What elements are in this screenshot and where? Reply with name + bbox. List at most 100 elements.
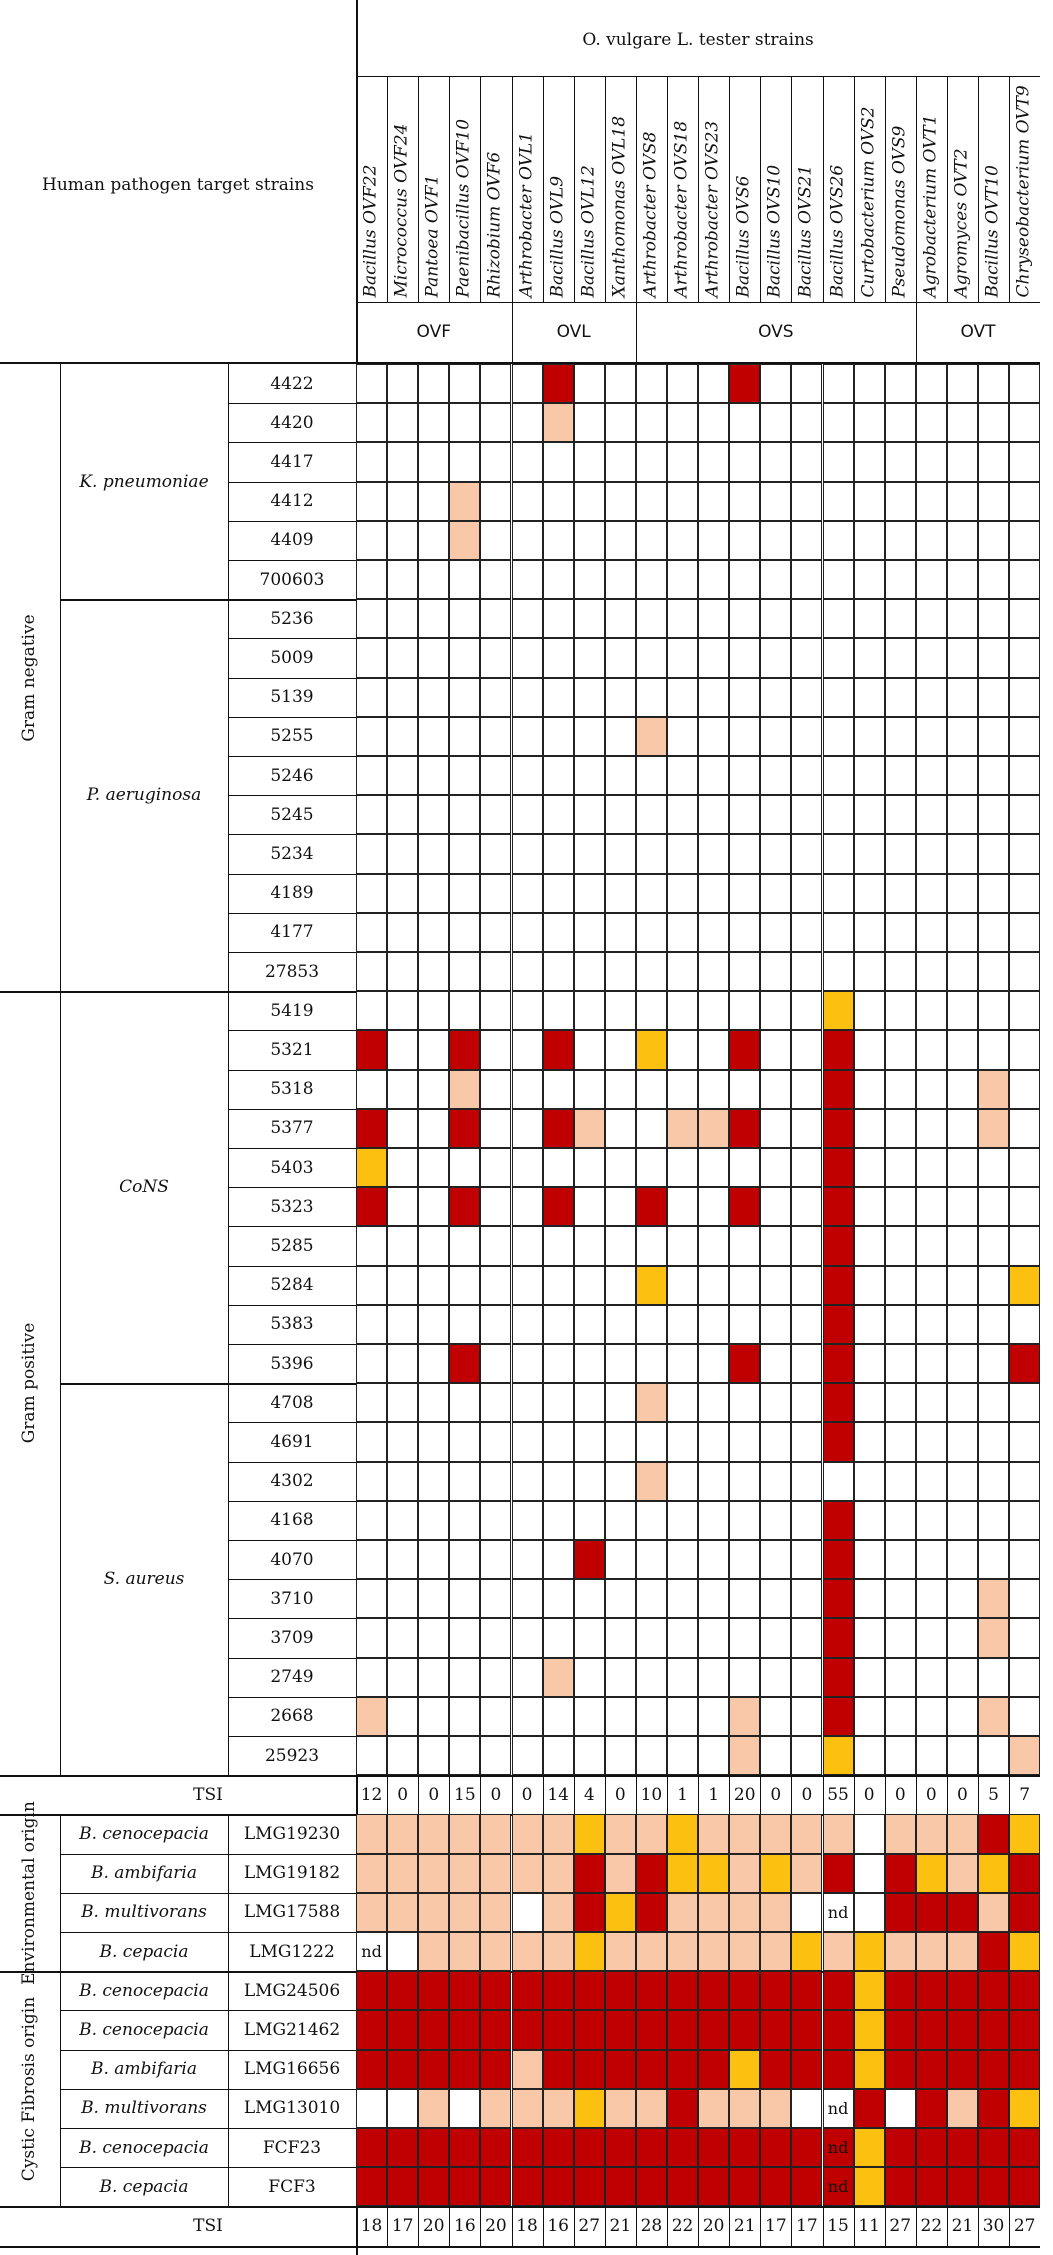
heatmap-cell xyxy=(915,756,947,796)
column-divider xyxy=(635,76,637,302)
tsi-divider xyxy=(387,2206,389,2246)
heatmap-cell xyxy=(1009,795,1041,835)
heatmap-cell xyxy=(791,1383,823,1423)
heatmap-cell xyxy=(573,2088,605,2128)
species-label: B. cepacia xyxy=(99,2176,189,2197)
heatmap-cell xyxy=(915,1932,947,1972)
heatmap-cell xyxy=(698,1932,730,1972)
heatmap-cell xyxy=(635,1657,667,1697)
heatmap-cell xyxy=(791,1657,823,1697)
heatmap-cell xyxy=(387,795,419,835)
heatmap-cell xyxy=(1009,1618,1041,1658)
heatmap-cell xyxy=(853,756,885,796)
heatmap-cell xyxy=(635,1540,667,1580)
heatmap-cell xyxy=(542,1814,574,1854)
heatmap-cell xyxy=(853,1892,885,1932)
column-divider xyxy=(978,76,979,302)
heatmap-cell xyxy=(698,952,730,992)
heatmap-cell xyxy=(946,873,978,913)
heatmap-cell xyxy=(667,1030,699,1070)
heatmap-cell xyxy=(791,912,823,952)
heatmap-cell xyxy=(791,991,823,1031)
heatmap-cell xyxy=(822,1579,854,1619)
heatmap-cell xyxy=(604,795,636,835)
heatmap-cell xyxy=(822,716,854,756)
heatmap-cell xyxy=(853,1579,885,1619)
heatmap-cell xyxy=(635,795,667,835)
heatmap-cell xyxy=(760,1579,792,1619)
heatmap-cell xyxy=(729,560,761,600)
heatmap-cell xyxy=(635,1618,667,1658)
species-label: S. aureus xyxy=(103,1569,185,1590)
heatmap-cell xyxy=(667,1736,699,1776)
heatmap-cell xyxy=(635,403,667,443)
heatmap-cell xyxy=(915,1657,947,1697)
heatmap-cell xyxy=(667,1461,699,1501)
heatmap-cell xyxy=(418,2049,450,2089)
heatmap-cell xyxy=(698,1540,730,1580)
heatmap-cell xyxy=(604,1187,636,1227)
heatmap-cell xyxy=(946,599,978,639)
heatmap-cell xyxy=(542,1461,574,1501)
heatmap-cell xyxy=(667,1500,699,1540)
heatmap-cell xyxy=(698,1187,730,1227)
row-rule xyxy=(60,1892,356,1894)
heatmap-cell xyxy=(978,1736,1010,1776)
heatmap-cell xyxy=(542,2088,574,2128)
heatmap-cell xyxy=(511,1383,543,1423)
heatmap-cell xyxy=(791,1540,823,1580)
heatmap-cell xyxy=(978,2088,1010,2128)
heatmap-cell xyxy=(387,1030,419,1070)
tsi-divider xyxy=(480,1775,482,1815)
heatmap-cell xyxy=(449,1226,481,1266)
heatmap-cell xyxy=(573,638,605,678)
heatmap-cell xyxy=(667,1814,699,1854)
heatmap-cell xyxy=(729,364,761,404)
heatmap-cell xyxy=(1009,560,1041,600)
heatmap-cell xyxy=(915,1892,947,1932)
heatmap-cell xyxy=(946,403,978,443)
column-divider xyxy=(791,76,793,302)
heatmap-cell xyxy=(853,1226,885,1266)
heatmap-cell xyxy=(946,1540,978,1580)
heatmap-cell xyxy=(604,364,636,404)
heatmap-cell xyxy=(480,1226,512,1266)
heatmap-cell xyxy=(542,2049,574,2089)
heatmap-cell xyxy=(604,638,636,678)
heatmap-cell xyxy=(1009,1069,1041,1109)
heatmap-cell xyxy=(822,1696,854,1736)
heatmap-cell xyxy=(853,677,885,717)
heatmap-cell xyxy=(884,795,916,835)
tsi-value: 27 xyxy=(1013,2215,1036,2236)
heatmap-cell xyxy=(791,2128,823,2168)
heatmap-cell xyxy=(387,1500,419,1540)
heatmap-cell xyxy=(418,1383,450,1423)
heatmap-cell xyxy=(667,1265,699,1305)
heatmap-cell xyxy=(760,952,792,992)
heatmap-cell xyxy=(480,1344,512,1384)
heatmap-cell xyxy=(698,1148,730,1188)
heatmap-cell xyxy=(449,2010,481,2050)
heatmap-cell xyxy=(946,1853,978,1893)
heatmap-cell xyxy=(418,364,450,404)
heatmap-cell xyxy=(791,1696,823,1736)
tsi-value: 0 xyxy=(614,1784,626,1805)
heatmap-cell xyxy=(698,1892,730,1932)
heatmap-cell xyxy=(946,1696,978,1736)
tsi-value: 21 xyxy=(733,2215,756,2236)
column-divider xyxy=(915,76,917,302)
tester-strain-label: Arthrobacter OVS8 xyxy=(640,131,661,297)
heatmap-cell xyxy=(573,795,605,835)
heatmap-cell xyxy=(356,2049,388,2089)
tsi-divider xyxy=(853,2206,855,2246)
heatmap-cell xyxy=(387,442,419,482)
heatmap-cell xyxy=(418,481,450,521)
heatmap-cell xyxy=(791,520,823,560)
heatmap-cell xyxy=(449,1069,481,1109)
heatmap-cell xyxy=(542,991,574,1031)
heatmap-cell xyxy=(449,912,481,952)
tsi-divider xyxy=(573,2206,575,2246)
heatmap-cell xyxy=(698,1618,730,1658)
strain-id: 4420 xyxy=(270,412,314,433)
heatmap-cell xyxy=(387,403,419,443)
